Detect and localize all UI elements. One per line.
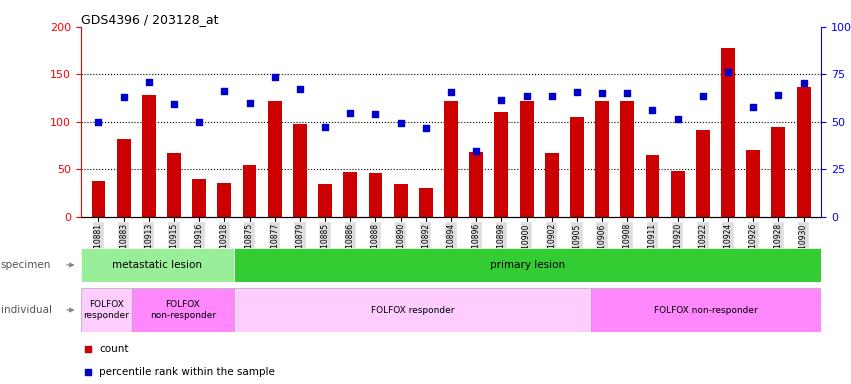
Point xyxy=(470,148,483,154)
Point xyxy=(293,86,306,92)
Bar xyxy=(591,288,821,332)
Point xyxy=(92,119,106,125)
Point xyxy=(772,92,785,98)
Bar xyxy=(243,165,256,217)
Point xyxy=(646,106,660,113)
Point xyxy=(520,93,534,99)
Point xyxy=(243,100,256,106)
Bar xyxy=(620,101,634,217)
Text: GDS4396 / 203128_at: GDS4396 / 203128_at xyxy=(81,13,219,26)
Point xyxy=(368,111,382,118)
Bar xyxy=(671,171,684,217)
Point xyxy=(596,90,609,96)
Bar xyxy=(772,127,785,217)
Bar xyxy=(117,139,130,217)
Bar xyxy=(368,173,382,217)
Point xyxy=(722,70,735,76)
Bar xyxy=(721,48,735,217)
Bar xyxy=(167,153,181,217)
Point xyxy=(268,74,282,80)
Point xyxy=(671,116,684,122)
Point xyxy=(344,110,357,116)
Text: FOLFOX
non-responder: FOLFOX non-responder xyxy=(150,300,216,320)
Point xyxy=(444,89,458,96)
Point xyxy=(167,101,180,107)
Bar xyxy=(570,117,584,217)
Point xyxy=(620,90,634,96)
Bar xyxy=(132,288,234,332)
Bar xyxy=(797,87,810,217)
Text: FOLFOX
responder: FOLFOX responder xyxy=(83,300,129,320)
Bar xyxy=(234,248,821,282)
Bar xyxy=(444,101,458,217)
Point xyxy=(394,120,408,126)
Point xyxy=(117,94,130,100)
Text: FOLFOX responder: FOLFOX responder xyxy=(371,306,454,314)
Bar xyxy=(419,189,433,217)
Point xyxy=(318,124,332,130)
Point xyxy=(696,93,710,99)
Text: percentile rank within the sample: percentile rank within the sample xyxy=(100,366,275,377)
Bar xyxy=(81,288,132,332)
Bar xyxy=(545,153,559,217)
Text: metastatic lesion: metastatic lesion xyxy=(112,260,203,270)
Point xyxy=(419,124,432,131)
Bar xyxy=(469,152,483,217)
Bar xyxy=(520,101,534,217)
Point xyxy=(218,88,231,94)
Bar xyxy=(696,129,710,217)
Bar xyxy=(595,101,609,217)
Bar xyxy=(268,101,282,217)
Bar xyxy=(494,113,508,217)
Point xyxy=(545,93,558,99)
Bar xyxy=(343,172,357,217)
Bar xyxy=(646,155,660,217)
Bar xyxy=(218,183,231,217)
Text: specimen: specimen xyxy=(1,260,51,270)
Text: individual: individual xyxy=(1,305,52,315)
Text: count: count xyxy=(100,344,129,354)
Bar xyxy=(746,151,760,217)
Text: FOLFOX non-responder: FOLFOX non-responder xyxy=(654,306,758,314)
Bar xyxy=(394,184,408,217)
Point xyxy=(746,104,760,110)
Point xyxy=(511,243,525,249)
Text: primary lesion: primary lesion xyxy=(490,260,565,270)
Point xyxy=(192,119,206,125)
Bar xyxy=(293,124,307,217)
Bar xyxy=(142,95,156,217)
Point xyxy=(570,88,584,94)
Point xyxy=(797,80,810,86)
Bar xyxy=(81,248,234,282)
Bar xyxy=(92,181,106,217)
Bar xyxy=(234,288,591,332)
Point xyxy=(142,79,156,85)
Bar xyxy=(318,184,332,217)
Bar xyxy=(192,179,206,217)
Point xyxy=(494,97,508,103)
Point xyxy=(511,38,525,45)
